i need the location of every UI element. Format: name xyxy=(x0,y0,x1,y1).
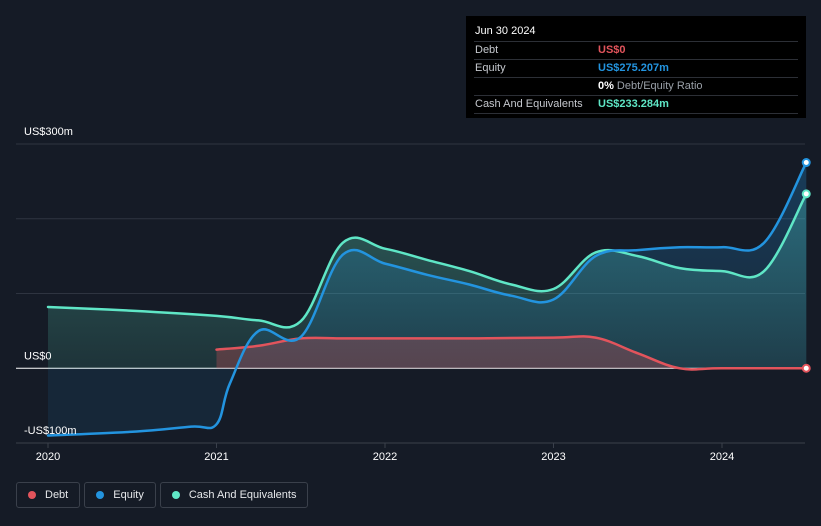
debt-endpoint xyxy=(801,363,811,373)
debt-dot-icon xyxy=(28,491,36,499)
tooltip-debt-label: Debt xyxy=(475,44,499,56)
x-tick-label: 2020 xyxy=(36,451,60,463)
legend-equity-label: Equity xyxy=(113,489,144,501)
tooltip-debt-value: US$0 xyxy=(598,44,626,56)
x-tick-label: 2021 xyxy=(204,451,228,463)
axis-labels: US$300m US$0 -US$100m 2020 2021 2022 2023 2024 xyxy=(24,126,734,463)
y-tick-label: US$300m xyxy=(24,126,73,138)
tooltip-cash-label: Cash And Equivalents xyxy=(475,98,583,110)
tooltip-equity-label: Equity xyxy=(475,62,506,74)
tooltip-ratio-value: 0% xyxy=(598,80,614,92)
tooltip-row-equity: Equity US$275.207m xyxy=(474,59,798,77)
debt-area xyxy=(216,336,807,370)
tooltip-row-debt: Debt US$0 xyxy=(474,41,798,59)
y-tick-label: US$0 xyxy=(24,350,52,362)
legend-item-cash[interactable]: Cash And Equivalents xyxy=(159,482,309,508)
tooltip-row-cash: Cash And Equivalents US$233.284m xyxy=(474,95,798,114)
area-layer xyxy=(48,162,807,436)
equity-endpoint xyxy=(801,158,811,168)
x-tick-label: 2022 xyxy=(373,451,397,463)
equity-line xyxy=(46,161,808,437)
x-tick-label: 2023 xyxy=(541,451,565,463)
cash-line xyxy=(46,192,808,329)
tooltip-date: Jun 30 2024 xyxy=(475,25,536,37)
tooltip-equity-value: US$275.207m xyxy=(598,62,669,74)
line-layer xyxy=(46,158,811,437)
legend-cash-label: Cash And Equivalents xyxy=(188,489,297,501)
cash-dot-icon xyxy=(171,491,180,499)
tooltip-row-ratio: 0% Debt/Equity Ratio xyxy=(474,77,798,95)
x-tick-label: 2024 xyxy=(710,451,734,463)
y-tick-label: -US$100m xyxy=(24,425,77,437)
legend-item-debt[interactable]: Debt xyxy=(16,482,81,508)
equity-area xyxy=(48,162,807,436)
chart-legend: Debt Equity Cash And Equivalents xyxy=(16,482,309,510)
legend-debt-label: Debt xyxy=(45,489,69,501)
legend-item-equity[interactable]: Equity xyxy=(84,482,156,508)
cash-endpoint xyxy=(801,189,811,199)
tooltip-ratio-label: Debt/Equity Ratio xyxy=(616,80,703,92)
equity-dot-icon xyxy=(96,491,105,499)
tooltip-panel: Jun 30 2024 Debt US$0 Equity US$275.207m… xyxy=(466,16,806,118)
tooltip-cash-value: US$233.284m xyxy=(598,98,669,110)
